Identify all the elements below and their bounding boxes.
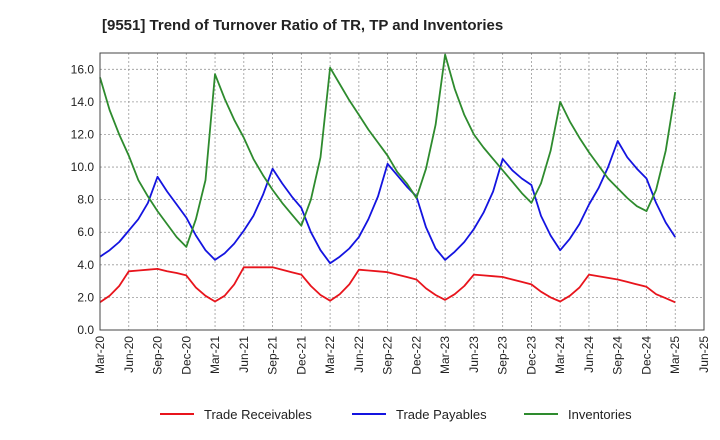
y-tick-label: 0.0	[77, 323, 94, 337]
x-tick-label: Jun-23	[467, 336, 481, 373]
x-tick-label: Dec-22	[409, 336, 423, 375]
legend-label-trade-receivables: Trade Receivables	[204, 407, 312, 422]
x-tick-labels: Mar-20 Jun-20 Sep-20 Dec-20 Mar-21 Jun-21 Sep-…	[93, 336, 711, 375]
x-tick-label: Jun-24	[582, 336, 596, 373]
y-tick-label: 8.0	[77, 193, 94, 207]
y-tick-label: 16.0	[71, 62, 95, 76]
x-tick-label: Jun-20	[122, 336, 136, 373]
x-tick-label: Sep-21	[266, 336, 280, 375]
series-line-inventories	[99, 53, 677, 248]
x-tick-label: Dec-21	[294, 336, 308, 375]
y-tick-label: 10.0	[71, 160, 95, 174]
plot-frame	[99, 52, 705, 331]
legend-label-inventories: Inventories	[568, 407, 632, 422]
x-tick-label: Dec-23	[524, 336, 538, 375]
y-tick-label: 14.0	[71, 95, 95, 109]
x-tick-label: Sep-23	[496, 336, 510, 375]
legend-label-trade-payables: Trade Payables	[396, 407, 487, 422]
y-tick-label: 6.0	[77, 225, 94, 239]
x-tick-label: Dec-24	[639, 336, 653, 375]
y-tick-label: 4.0	[77, 258, 94, 272]
x-tick-label: Mar-25	[668, 336, 682, 374]
grid-lines	[99, 53, 705, 331]
series-lines	[99, 53, 677, 304]
x-tick-label: Mar-24	[553, 336, 567, 374]
x-tick-label: Mar-21	[208, 336, 222, 374]
y-tick-labels: 0.0 2.0 4.0 6.0 8.0 10.0 12.0 14.0 16.0	[71, 62, 95, 337]
series-line-trade-receivables	[99, 266, 676, 304]
chart-title: [9551] Trend of Turnover Ratio of TR, TP…	[102, 17, 503, 34]
x-tick-label: Mar-23	[438, 336, 452, 374]
x-tick-label: Jun-25	[697, 336, 711, 373]
x-tick-label: Sep-24	[611, 336, 625, 375]
series-line-trade-payables	[99, 140, 676, 265]
x-tick-label: Sep-20	[151, 336, 165, 375]
x-tick-label: Jun-22	[352, 336, 366, 373]
y-tick-label: 12.0	[71, 127, 95, 141]
x-tick-label: Dec-20	[179, 336, 193, 375]
x-tick-label: Mar-22	[323, 336, 337, 374]
x-tick-label: Jun-21	[237, 336, 251, 373]
x-tick-label: Mar-20	[93, 336, 107, 374]
legend: Trade Receivables Trade Payables Inventori…	[160, 407, 632, 422]
y-tick-label: 2.0	[77, 290, 94, 304]
x-tick-label: Sep-22	[381, 336, 395, 375]
